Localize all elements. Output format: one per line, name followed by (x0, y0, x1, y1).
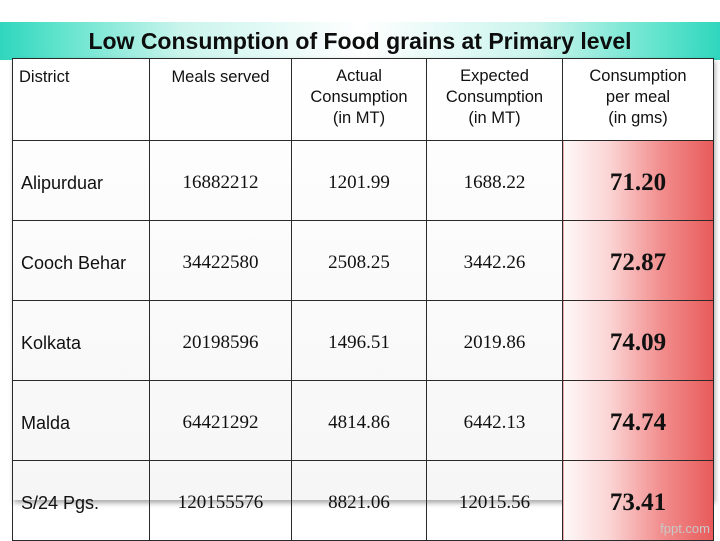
meals-cell: 20198596 (149, 300, 292, 381)
table-header-row: District Meals served Actual Consumption… (12, 58, 714, 141)
expected-cell: 12015.56 (426, 460, 563, 541)
footer-logo: fppt.com (660, 521, 710, 536)
expected-cell: 2019.86 (426, 300, 563, 381)
expected-cell: 3442.26 (426, 220, 563, 301)
district-cell: Kolkata (12, 300, 150, 381)
page-title: Low Consumption of Food grains at Primar… (88, 28, 632, 54)
header-meals-served: Meals served (149, 58, 292, 141)
district-cell: S/24 Pgs. (12, 460, 150, 541)
per-meal-cell: 72.87 (562, 220, 714, 301)
district-cell: Malda (12, 380, 150, 461)
meals-cell: 120155576 (149, 460, 292, 541)
district-cell: Cooch Behar (12, 220, 150, 301)
header-line: Consumption (589, 67, 687, 85)
actual-cell: 2508.25 (291, 220, 427, 301)
table-row: S/24 Pgs. 120155576 8821.06 12015.56 73.… (12, 460, 714, 541)
table-row: Kolkata 20198596 1496.51 2019.86 74.09 (12, 300, 714, 381)
per-meal-cell: 71.20 (562, 140, 714, 221)
table-row: Cooch Behar 34422580 2508.25 3442.26 72.… (12, 220, 714, 301)
header-line: (in MT) (468, 109, 521, 127)
consumption-table: District Meals served Actual Consumption… (12, 58, 714, 541)
actual-cell: 8821.06 (291, 460, 427, 541)
header-line: per meal (605, 88, 671, 106)
per-meal-cell: 74.74 (562, 380, 714, 461)
actual-cell: 1496.51 (291, 300, 427, 381)
meals-cell: 34422580 (149, 220, 292, 301)
header-line: Consumption (445, 88, 544, 106)
header-line: (in gms) (608, 109, 668, 127)
header-line: Expected (460, 67, 529, 85)
header-line: Consumption (310, 88, 408, 106)
expected-cell: 1688.22 (426, 140, 563, 221)
meals-cell: 64421292 (149, 380, 292, 461)
header-line: Actual (336, 67, 382, 85)
header-actual-consumption: Actual Consumption (in MT) (291, 58, 427, 141)
header-consumption-per-meal: Consumption per meal (in gms) (562, 58, 714, 141)
per-meal-cell: 73.41 (562, 460, 714, 541)
table-row: Alipurduar 16882212 1201.99 1688.22 71.2… (12, 140, 714, 221)
actual-cell: 1201.99 (291, 140, 427, 221)
meals-cell: 16882212 (149, 140, 292, 221)
title-banner (0, 22, 720, 60)
per-meal-cell: 74.09 (562, 300, 714, 381)
table-row: Malda 64421292 4814.86 6442.13 74.74 (12, 380, 714, 461)
header-district: District (12, 58, 150, 141)
district-cell: Alipurduar (12, 140, 150, 221)
header-expected-consumption: Expected Consumption (in MT) (426, 58, 563, 141)
header-line: (in MT) (332, 109, 386, 127)
actual-cell: 4814.86 (291, 380, 427, 461)
expected-cell: 6442.13 (426, 380, 563, 461)
